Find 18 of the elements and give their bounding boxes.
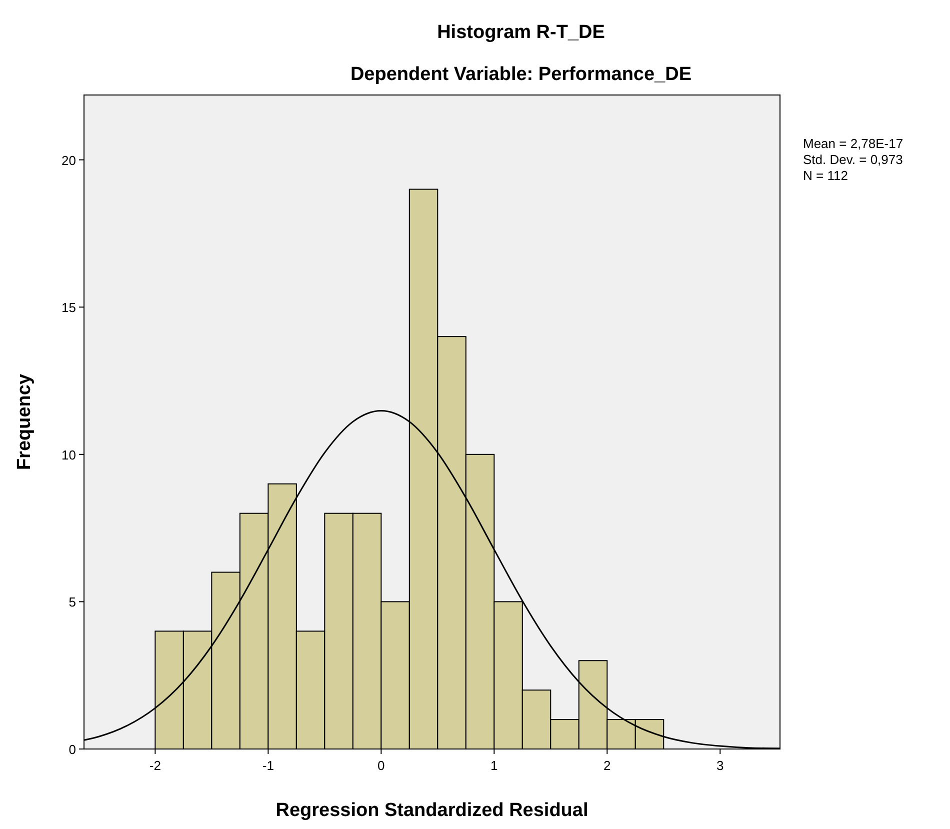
y-tick-label: 5 [68, 594, 76, 610]
x-tick-label: 3 [716, 758, 724, 773]
x-tick-label: -2 [149, 758, 161, 773]
text: Std. Dev. = 0,973 [803, 152, 903, 167]
y-tick-label: 15 [62, 300, 76, 316]
text: N = 112 [803, 168, 848, 183]
y-tick-label: 0 [68, 742, 76, 757]
y-tick-label: 20 [62, 152, 76, 168]
x-tick-label: 0 [378, 758, 385, 773]
y-tick-label: 10 [62, 447, 76, 462]
text: Mean = 2,78E-17 [803, 136, 904, 151]
x-tick-label: 1 [490, 758, 498, 773]
x-axis-title: Regression Standardized Residual [276, 800, 588, 821]
x-tick-label: -1 [262, 758, 274, 773]
y-axis-title: Frequency [14, 374, 35, 470]
chart-subtitle: Dependent Variable: Performance_DE [350, 64, 692, 85]
x-tick-label: 2 [604, 758, 611, 773]
chart-title: Histogram R-T_DE [437, 22, 605, 43]
